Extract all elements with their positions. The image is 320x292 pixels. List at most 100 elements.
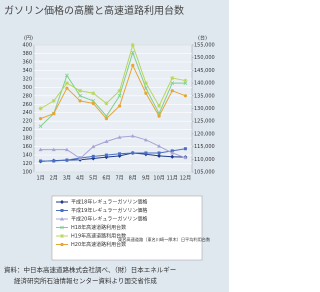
y2-tick-label: 115,000 xyxy=(194,144,215,150)
marker xyxy=(144,91,148,95)
x-tick-label: 9月 xyxy=(142,176,150,182)
marker xyxy=(64,147,69,152)
y-tick-label: 240 xyxy=(22,110,32,116)
marker xyxy=(144,86,148,91)
marker xyxy=(157,151,161,155)
marker xyxy=(130,134,135,138)
marker xyxy=(39,159,43,163)
legend-label: 平成20年レギュラーガソリン価格 xyxy=(71,216,147,223)
marker xyxy=(65,73,69,78)
y-tick-label: 320 xyxy=(22,76,32,82)
marker xyxy=(183,94,188,98)
marker xyxy=(144,151,148,155)
marker xyxy=(64,81,69,86)
marker xyxy=(170,81,175,85)
marker xyxy=(60,200,64,204)
y2-tick-label: 105,000 xyxy=(194,170,215,176)
marker xyxy=(170,150,175,155)
marker xyxy=(170,154,175,159)
legend-label: H18年高速道路利用台数 xyxy=(71,224,126,231)
plot-area xyxy=(33,44,193,173)
marker xyxy=(104,139,109,144)
x-tick-label: 3月 xyxy=(63,176,71,182)
marker xyxy=(183,155,188,160)
legend-label: 平成18年レギュラーガソリン価格 xyxy=(71,199,147,206)
marker xyxy=(60,242,64,247)
marker xyxy=(52,159,56,163)
chart-title: ガソリン価格の高騰と高速道路利用台数 xyxy=(4,4,184,17)
y-axis-label: (円) xyxy=(24,36,33,42)
legend-label: 平成19年レギュラーガソリン価格 xyxy=(71,207,147,214)
marker xyxy=(157,153,162,158)
y2-tick-label: 135,000 xyxy=(194,93,215,99)
source: 資料：中日本高速道路株式会社調べ、（財）日本エネルギー xyxy=(4,265,176,274)
legend-label: H20年高速道路利用台数 xyxy=(71,241,126,248)
marker xyxy=(117,93,122,98)
series-line xyxy=(40,148,186,162)
legend-label: H19年高速道路利用台数 xyxy=(71,233,126,240)
y-tick-label: 260 xyxy=(22,102,32,108)
x-tick-label: 8月 xyxy=(129,176,137,182)
series-line xyxy=(40,51,186,127)
marker xyxy=(157,103,162,108)
y-tick-label: 400 xyxy=(22,43,32,49)
marker xyxy=(170,76,175,81)
y-tick-label: 280 xyxy=(22,93,32,99)
y-tick-label: 300 xyxy=(22,85,32,91)
marker xyxy=(91,98,96,103)
marker xyxy=(78,93,82,98)
x-tick-label: 5月 xyxy=(89,176,97,182)
marker xyxy=(91,91,96,96)
chart: ガソリン価格の高騰と高速道路利用台数 (円) (台) 資料：中日本高速道路株式会… xyxy=(0,0,229,292)
y-tick-label: 100 xyxy=(22,170,32,176)
marker xyxy=(118,152,122,156)
marker xyxy=(117,104,122,108)
marker xyxy=(157,144,162,148)
y2-tick-label: 145,000 xyxy=(194,68,215,74)
x-tick-label: 10月 xyxy=(153,176,164,182)
marker xyxy=(78,88,83,93)
marker xyxy=(78,156,83,160)
marker xyxy=(170,89,174,93)
series-line xyxy=(40,135,186,160)
marker xyxy=(91,144,96,149)
x-tick-label: 7月 xyxy=(115,176,123,182)
marker xyxy=(183,147,187,151)
marker xyxy=(104,101,109,106)
marker xyxy=(183,78,188,83)
marker xyxy=(117,88,122,93)
y-tick-label: 120 xyxy=(22,161,32,167)
legend-box xyxy=(51,195,203,261)
marker xyxy=(117,135,122,139)
marker xyxy=(130,43,135,47)
y2-axis-label: (台) xyxy=(198,35,207,42)
y2-tick-label: 125,000 xyxy=(194,119,215,125)
y-tick-label: 140 xyxy=(22,153,32,159)
marker xyxy=(170,149,174,153)
marker xyxy=(143,81,148,86)
y-tick-label: 220 xyxy=(22,119,32,125)
y2-tick-label: 150,000 xyxy=(194,55,215,61)
marker xyxy=(60,209,64,212)
y-tick-label: 380 xyxy=(22,51,32,57)
x-tick-label: 11月 xyxy=(167,176,178,182)
x-tick-label: 4月 xyxy=(76,176,84,182)
marker xyxy=(38,147,43,152)
marker xyxy=(143,137,148,142)
marker xyxy=(104,117,109,121)
marker xyxy=(60,217,64,221)
marker xyxy=(38,124,43,129)
series-line xyxy=(40,43,186,109)
y-tick-label: 360 xyxy=(22,59,32,65)
marker xyxy=(51,147,56,152)
y-tick-label: 340 xyxy=(22,68,32,74)
marker xyxy=(78,99,82,103)
y-tick-label: 180 xyxy=(22,136,32,142)
x-tick-label: 2月 xyxy=(50,176,58,182)
marker xyxy=(60,234,64,238)
series-line xyxy=(40,63,186,120)
marker xyxy=(130,50,135,55)
marker xyxy=(91,154,95,158)
marker xyxy=(157,114,161,118)
marker xyxy=(65,86,69,90)
